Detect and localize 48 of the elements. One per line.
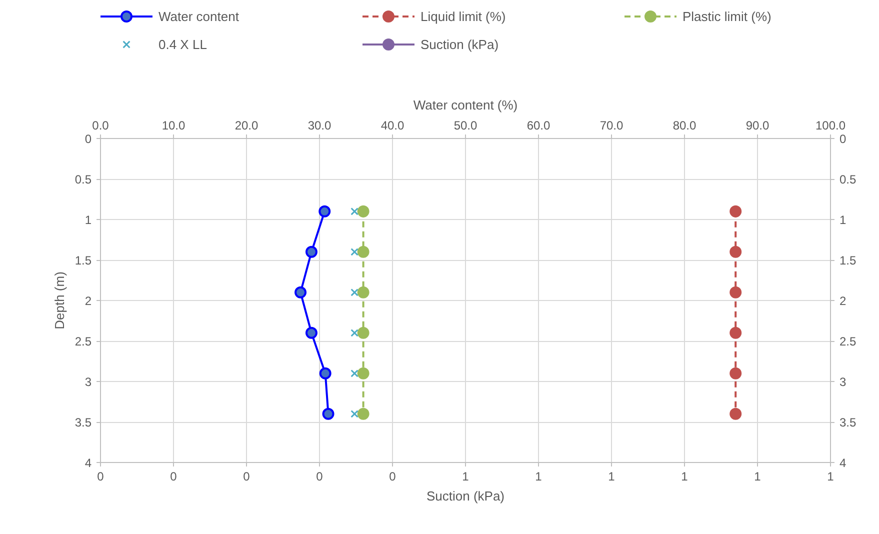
y-tick-label: 0.5 [74, 172, 92, 186]
x-tick-label: 0 [316, 470, 324, 484]
x-tick-label: 1 [608, 470, 616, 484]
x-tick-label: 1 [827, 470, 834, 484]
x2-tick-label: 50.0 [454, 118, 478, 132]
y-tick-label: 3.5 [74, 416, 92, 430]
x2-axis-title: Water content (%) [413, 98, 518, 112]
x2-tick-label: 70.0 [600, 118, 624, 132]
y2-tick-label: 0 [840, 132, 846, 146]
x2-tick-label: 30.0 [308, 118, 332, 132]
x2-tick-label: 40.0 [380, 118, 405, 132]
y-tick-label: 0 [84, 132, 92, 146]
y2-tick-label: 1.5 [840, 254, 857, 268]
x-tick-label: 0 [389, 470, 396, 484]
x2-tick-label: 90.0 [746, 118, 770, 132]
y-tick-label: 4 [84, 456, 92, 470]
y2-tick-label: 4 [840, 456, 846, 470]
y2-tick-label: 0.5 [840, 172, 857, 186]
x2-tick-label: 100.0 [815, 118, 846, 132]
legend-label: Plastic limit (%) [682, 9, 772, 24]
y2-tick-label: 3 [840, 375, 846, 389]
legend-label: Liquid limit (%) [420, 9, 506, 24]
x2-tick-label: 80.0 [672, 118, 697, 132]
y2-tick-label: 1 [840, 213, 846, 227]
x-tick-label: 1 [462, 470, 470, 484]
x-tick-label: 1 [681, 470, 688, 484]
legend-label: Water content [158, 9, 240, 24]
y-axis-title: Depth (m) [52, 272, 67, 330]
x2-tick-label: 20.0 [234, 118, 259, 132]
y-tick-label: 2 [84, 294, 92, 308]
y-tick-label: 1.5 [74, 254, 92, 268]
y2-tick-label: 3.5 [840, 416, 857, 430]
legend-label: Suction (kPa) [420, 37, 499, 52]
y-tick-label: 2.5 [74, 334, 92, 348]
x-tick-label: 0 [97, 470, 104, 484]
y-tick-label: 1 [84, 213, 92, 227]
legend-label: 0.4 X LL [158, 37, 207, 52]
x-axis-title: Suction (kPa) [426, 488, 505, 504]
x-tick-label: 1 [535, 470, 542, 484]
x-tick-label: 0 [243, 470, 250, 484]
y2-tick-label: 2.5 [840, 334, 857, 348]
y-tick-label: 3 [84, 375, 92, 389]
x2-tick-label: 0.0 [92, 118, 110, 132]
x2-tick-label: 10.0 [162, 118, 186, 132]
y2-tick-label: 2 [840, 294, 846, 308]
x2-tick-label: 60.0 [526, 118, 551, 132]
x-tick-label: 0 [170, 470, 178, 484]
x-tick-label: 1 [754, 470, 762, 484]
